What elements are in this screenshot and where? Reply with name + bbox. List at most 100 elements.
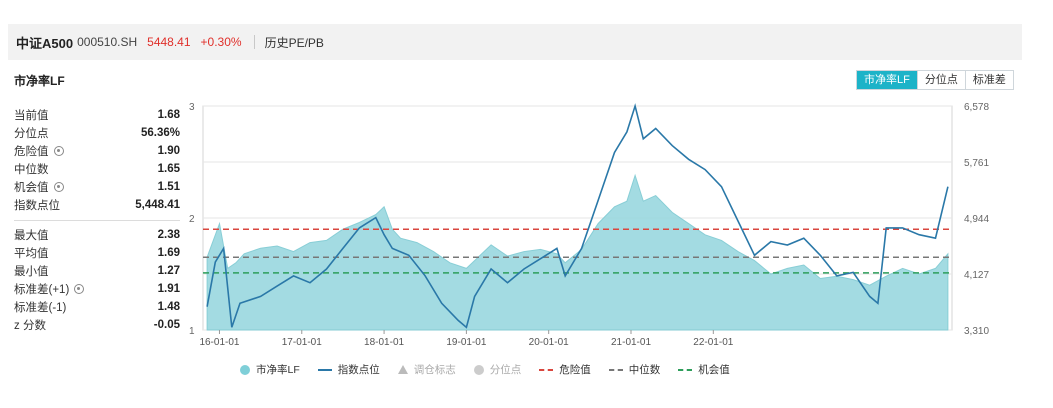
stat-label: 机会值 (14, 179, 64, 195)
stat-label-text: 危险值 (14, 146, 49, 158)
legend-label: 中位数 (628, 364, 661, 376)
legend-swatch (539, 368, 554, 371)
legend-label: 市净率LF (256, 364, 300, 376)
stat-value: 1.27 (157, 265, 180, 277)
y-right-tick-label: 4,127 (964, 270, 989, 281)
stat-value: 1.65 (157, 163, 180, 175)
stat-label-text: 标准差(-1) (14, 302, 67, 314)
legend-label: 调仓标志 (413, 364, 456, 376)
legend-label: 指数点位 (337, 364, 380, 376)
x-tick-label: 21-01-01 (611, 337, 651, 348)
x-tick-label: 18-01-01 (364, 337, 404, 348)
stat-label-text: 指数点位 (14, 200, 60, 212)
stat-label-text: 平均值 (14, 248, 49, 260)
tab-std-dev[interactable]: 标准差 (964, 71, 1013, 89)
legend-item[interactable]: 调仓标志 (397, 362, 456, 377)
x-tick-label: 16-01-01 (199, 337, 239, 348)
y-left-tick-label: 2 (189, 214, 195, 225)
stat-label: 中位数 (14, 161, 49, 177)
stat-value: 1.91 (157, 283, 180, 295)
stat-row: 中位数 1.65 (14, 160, 180, 178)
stat-row: 最大值 2.38 (14, 226, 180, 244)
stat-value: -0.05 (153, 319, 180, 331)
chart-legend: 市净率LF 指数点位 调仓标志 分位点 危险值 中位数 机会值 (240, 362, 748, 377)
header-divider (253, 35, 255, 49)
index-change: +0.30% (200, 35, 242, 49)
legend-swatch (608, 368, 623, 371)
y-left-tick-label: 3 (189, 102, 195, 113)
legend-label: 分位点 (489, 364, 522, 376)
stat-value: 1.69 (157, 247, 180, 259)
legend-label: 危险值 (559, 364, 591, 376)
stat-row: 标准差(+1) 1.91 (14, 280, 180, 298)
stat-row: 危险值 1.90 (14, 142, 180, 160)
y-left-tick-label: 1 (189, 326, 195, 337)
x-tick-label: 19-01-01 (446, 337, 486, 348)
index-header: 中证A500 000510.SH 5448.41 +0.30% 历史PE/PB (8, 24, 1022, 60)
stat-row: 分位点 56.36% (14, 124, 180, 142)
index-line-series (206, 103, 949, 329)
stat-row: 标准差(-1) 1.48 (14, 298, 180, 316)
stat-label-text: 最小值 (14, 266, 49, 278)
legend-swatch (240, 364, 250, 375)
stat-label-text: 当前值 (14, 110, 49, 122)
legend-label: 机会值 (698, 364, 730, 376)
stat-value: 1.90 (157, 145, 180, 157)
stat-label-text: z 分数 (14, 320, 46, 332)
stat-label-text: 标准差(+1) (14, 284, 70, 296)
x-tick-label: 22-01-01 (693, 337, 733, 348)
legend-swatch (317, 368, 332, 371)
stat-row: 机会值 1.51 (14, 178, 180, 196)
stat-label: 平均值 (14, 245, 49, 261)
index-name: 中证A500 (16, 35, 74, 51)
stat-row: 最小值 1.27 (14, 262, 180, 280)
gear-icon[interactable] (74, 284, 85, 294)
stat-label-text: 最大值 (14, 230, 49, 242)
stat-label-text: 机会值 (14, 182, 49, 194)
stat-row: 平均值 1.69 (14, 244, 180, 262)
stat-value: 56.36% (140, 127, 180, 139)
stat-label: 最小值 (14, 263, 49, 279)
gear-icon[interactable] (53, 182, 64, 192)
metric-tabs: 市净率LF 分位点 标准差 (856, 70, 1014, 90)
y-right-tick-label: 3,310 (964, 326, 989, 337)
stat-row: 指数点位 5,448.41 (14, 196, 180, 214)
stat-label: 危险值 (14, 143, 64, 159)
legend-swatch (397, 365, 408, 374)
stat-label-text: 中位数 (14, 164, 49, 176)
stat-value: 1.68 (157, 109, 180, 121)
stat-value: 1.51 (157, 181, 180, 193)
x-tick-label: 20-01-01 (529, 337, 569, 348)
gear-icon[interactable] (53, 146, 64, 156)
index-code: 000510.SH (77, 35, 138, 49)
index-price: 5448.41 (147, 35, 191, 49)
stat-label: 标准差(-1) (14, 299, 66, 315)
stat-value: 5,448.41 (135, 199, 180, 211)
y-right-tick-label: 5,761 (964, 158, 989, 169)
legend-item[interactable]: 中位数 (608, 362, 661, 377)
legend-item[interactable]: 市净率LF (240, 362, 300, 377)
tab-percentile[interactable]: 分位点 (916, 71, 965, 89)
stat-label: 最大值 (14, 227, 49, 243)
stats-divider (14, 220, 180, 221)
stat-row: z 分数 -0.05 (14, 316, 180, 334)
legend-item[interactable]: 危险值 (539, 362, 591, 377)
stat-label: 当前值 (14, 107, 49, 123)
stats-panel: 当前值 1.68 分位点 56.36% 危险值 1.90 中位数 1.65 机会值 1.51 指数点… (14, 106, 180, 334)
stat-label: 指数点位 (14, 197, 60, 213)
stat-value: 1.48 (157, 301, 180, 313)
stat-label-text: 分位点 (14, 128, 49, 140)
stat-label: z 分数 (14, 317, 46, 333)
blurred-axis-region (720, 340, 980, 354)
legend-swatch (678, 368, 693, 371)
stat-row: 当前值 1.68 (14, 106, 180, 124)
tab-pb-lf[interactable]: 市净率LF (857, 71, 917, 89)
legend-item[interactable]: 指数点位 (317, 362, 380, 377)
legend-item[interactable]: 机会值 (678, 362, 730, 377)
history-pe-pb-link[interactable]: 历史PE/PB (264, 35, 324, 50)
legend-swatch (473, 364, 484, 375)
stat-value: 2.38 (157, 229, 180, 241)
legend-item[interactable]: 分位点 (473, 362, 522, 377)
stat-label: 标准差(+1) (14, 281, 85, 297)
